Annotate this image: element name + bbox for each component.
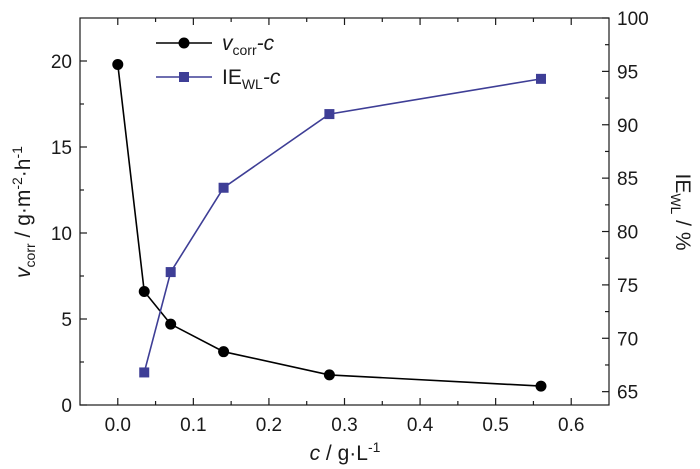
data-point-iewl <box>218 182 229 193</box>
x-tick-label: 0.6 <box>558 415 584 436</box>
x-tick-label: 0.2 <box>256 415 282 436</box>
data-point-vcorr <box>535 380 547 392</box>
x-tick-label: 0.5 <box>482 415 508 436</box>
legend-marker-iewl <box>179 72 189 82</box>
data-point-vcorr <box>323 369 335 381</box>
data-point-iewl <box>165 267 176 278</box>
series-line-iewl <box>143 78 542 373</box>
data-point-vcorr <box>112 58 124 70</box>
left-y-tick-label: 5 <box>61 310 72 331</box>
legend-label-vcorr: vcorr-c <box>222 32 275 58</box>
series-layer <box>112 58 547 392</box>
left-y-axis-title: vcorr / g·m-2·h-1 <box>9 146 38 278</box>
x-tick-label: 0.4 <box>407 415 434 436</box>
data-point-iewl <box>139 367 150 378</box>
x-axis-title: c / g·L-1 <box>310 439 381 465</box>
right-y-tick-label: 70 <box>617 329 638 350</box>
right-y-tick-label: 75 <box>617 276 638 297</box>
data-point-vcorr <box>165 318 177 330</box>
right-y-tick-label: 80 <box>617 223 638 244</box>
right-y-tick-label: 100 <box>617 9 649 30</box>
right-y-tick-label: 90 <box>617 116 638 137</box>
right-y-axis-title: IEWL / % <box>668 173 694 250</box>
right-y-tick-label: 65 <box>617 383 638 404</box>
legend-label-iewl: IEWL-c <box>222 66 281 92</box>
data-point-vcorr <box>218 346 230 358</box>
legend-marker-vcorr <box>178 37 190 49</box>
left-y-tick-label: 0 <box>61 396 72 417</box>
x-tick-label: 0.1 <box>180 415 206 436</box>
left-y-tick-label: 10 <box>51 224 72 245</box>
plot-frame <box>79 17 610 406</box>
left-y-tick-label: 15 <box>51 138 72 159</box>
x-tick-label: 0.0 <box>105 415 131 436</box>
tick-marks <box>80 17 609 406</box>
data-point-vcorr <box>138 285 150 297</box>
left-y-tick-label: 20 <box>51 52 72 73</box>
x-tick-label: 0.3 <box>331 415 357 436</box>
right-y-tick-label: 85 <box>617 169 638 190</box>
series-line-vcorr <box>116 64 542 387</box>
legend: vcorr-c IEWL-c <box>156 32 281 92</box>
tick-labels: 0.0 0.1 0.2 0.3 0.4 0.5 0.6 0 5 10 15 20 65 70 75 80 85 9… <box>51 9 649 436</box>
data-point-iewl <box>324 109 335 120</box>
right-y-tick-label: 95 <box>617 62 638 83</box>
data-point-iewl <box>535 73 546 84</box>
